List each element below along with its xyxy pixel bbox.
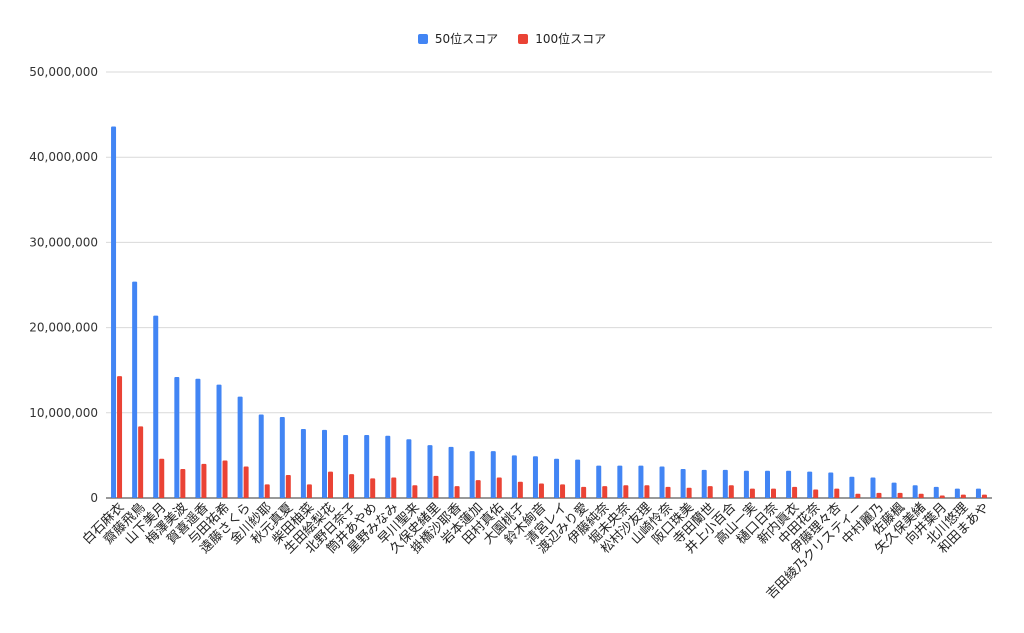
bar-score-100 — [792, 486, 798, 498]
bar-score-50 — [385, 435, 391, 498]
y-tick-label: 20,000,000 — [29, 321, 98, 335]
bar-score-100 — [138, 426, 144, 498]
bar-score-100 — [749, 488, 755, 498]
bar-score-50 — [554, 458, 560, 498]
bar-score-50 — [659, 466, 665, 498]
bar-score-100 — [391, 477, 397, 498]
bar-score-100 — [285, 474, 291, 498]
y-tick-label: 50,000,000 — [29, 65, 98, 79]
bar-score-50 — [343, 434, 349, 498]
bar-score-100 — [623, 485, 629, 498]
legend-label-50: 50位スコア — [434, 32, 499, 46]
bar-score-100 — [686, 487, 692, 498]
bar-score-100 — [813, 489, 819, 498]
bar-score-100 — [201, 463, 207, 498]
bar-score-50 — [638, 465, 644, 498]
bar-score-50 — [933, 486, 939, 498]
bar-score-100 — [644, 485, 650, 498]
bar-score-50 — [132, 281, 138, 498]
bar-score-100 — [834, 488, 840, 498]
bar-score-50 — [975, 488, 981, 498]
bar-score-50 — [828, 472, 834, 498]
bar-score-100 — [496, 477, 502, 498]
bar-score-100 — [180, 469, 186, 498]
bar-score-100 — [728, 485, 734, 498]
bar-score-100 — [475, 480, 481, 498]
bar-score-50 — [406, 439, 412, 498]
bar-score-100 — [581, 486, 587, 498]
bar-score-50 — [617, 465, 623, 498]
legend-label-100: 100位スコア — [535, 32, 607, 46]
y-tick-label: 0 — [90, 491, 98, 505]
bar-score-100 — [517, 481, 523, 498]
y-tick-label: 10,000,000 — [29, 406, 98, 420]
bar-score-50 — [216, 384, 222, 498]
bar-score-50 — [743, 470, 749, 498]
bar-score-100 — [370, 478, 376, 498]
bar-score-100 — [454, 486, 460, 498]
bar-score-100 — [876, 492, 882, 498]
bar-score-50 — [427, 445, 433, 498]
bar-score-50 — [364, 434, 370, 498]
bar-score-50 — [490, 451, 496, 498]
bar-score-100 — [412, 485, 418, 498]
bar-score-50 — [532, 456, 538, 498]
bar-score-50 — [258, 414, 264, 498]
legend: 50位スコア 100位スコア — [0, 30, 1024, 47]
bar-score-50 — [153, 315, 159, 498]
bar-score-50 — [596, 465, 602, 498]
bar-score-50 — [701, 469, 707, 498]
bar-score-50 — [469, 451, 475, 498]
bar-score-100 — [771, 488, 776, 498]
bar-score-100 — [433, 475, 439, 498]
bar-score-50 — [786, 470, 792, 498]
bar-score-50 — [195, 378, 201, 498]
bar-score-100 — [939, 495, 945, 498]
bar-score-100 — [918, 493, 924, 498]
legend-swatch-50 — [417, 33, 428, 44]
bar-score-50 — [511, 455, 517, 498]
bar-score-100 — [855, 493, 861, 498]
bar-score-100 — [665, 486, 671, 498]
bar-score-50 — [448, 446, 454, 498]
bar-score-100 — [328, 471, 333, 498]
legend-swatch-100 — [518, 33, 529, 44]
bar-score-100 — [349, 474, 355, 498]
bar-score-100 — [960, 494, 966, 498]
bar-score-100 — [707, 486, 713, 498]
bar-score-100 — [981, 494, 987, 498]
bar-score-100 — [264, 484, 270, 498]
bar-score-50 — [111, 126, 117, 498]
bar-score-100 — [560, 484, 566, 498]
bar-score-100 — [243, 466, 249, 498]
bar-score-50 — [912, 485, 918, 498]
bar-score-50 — [954, 488, 960, 498]
bar-score-50 — [680, 469, 686, 498]
bar-score-50 — [849, 476, 855, 498]
y-tick-label: 30,000,000 — [29, 235, 98, 249]
bar-score-50 — [575, 459, 581, 498]
bar-score-50 — [891, 482, 897, 498]
bar-score-100 — [897, 492, 903, 498]
bar-score-100 — [306, 484, 312, 498]
legend-item-100[interactable]: 100位スコア — [518, 30, 606, 47]
bar-score-50 — [279, 417, 285, 498]
bar-score-100 — [222, 460, 228, 498]
bar-score-100 — [159, 458, 165, 498]
bar-score-100 — [602, 486, 608, 498]
bar-score-50 — [300, 428, 306, 498]
bar-score-50 — [174, 377, 180, 498]
bar-score-100 — [117, 376, 123, 498]
bar-score-50 — [870, 477, 876, 498]
y-tick-label: 40,000,000 — [29, 150, 98, 164]
bar-score-50 — [807, 471, 813, 498]
bar-score-50 — [722, 469, 728, 498]
legend-item-50[interactable]: 50位スコア — [417, 30, 499, 47]
bar-score-100 — [538, 483, 544, 498]
bar-score-50 — [237, 396, 243, 498]
bar-score-50 — [322, 429, 327, 498]
bar-score-50 — [765, 470, 770, 498]
